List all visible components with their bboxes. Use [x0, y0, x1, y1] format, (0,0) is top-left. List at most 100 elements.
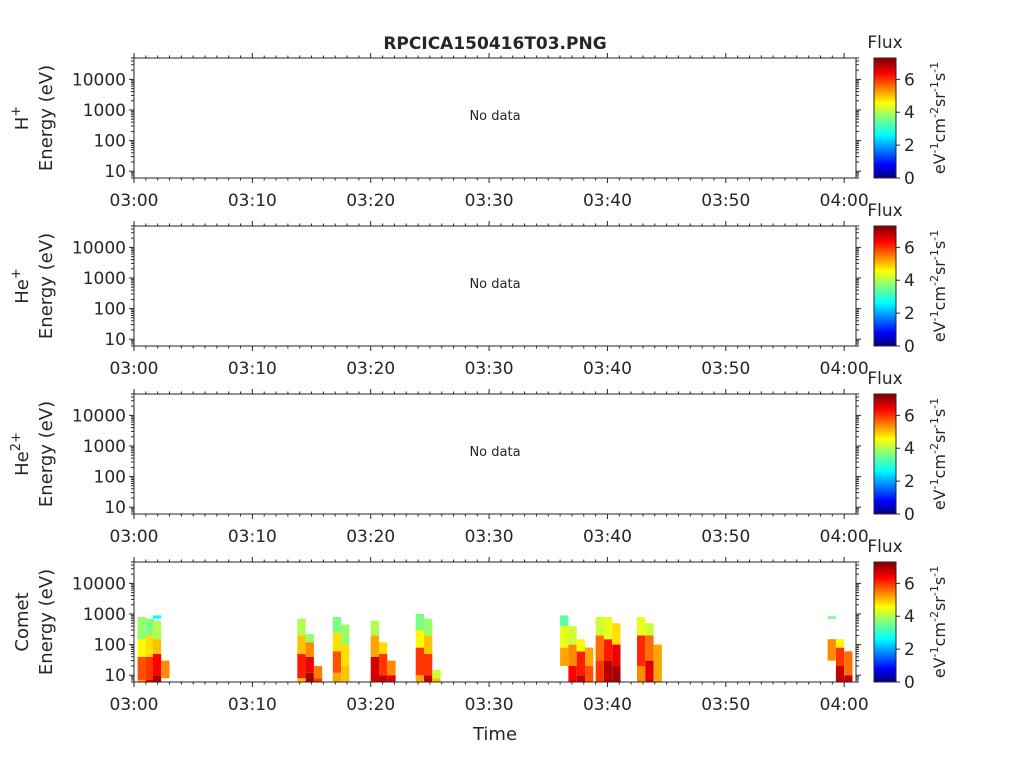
x-tick-label: 03:10 [228, 527, 277, 547]
x-tick-label: 03:00 [110, 527, 159, 547]
flux-cell [835, 666, 845, 682]
species-name: He [12, 451, 33, 476]
flux-cell [379, 675, 388, 682]
colorbar-gradient [873, 225, 897, 347]
species-name: H [12, 117, 33, 131]
species-name: Comet [12, 592, 33, 651]
colorbar-tick-label: 2 [904, 640, 915, 660]
colorbar-tick-label: 4 [904, 271, 915, 291]
flux-cell [835, 647, 845, 666]
species-charge: 2+ [9, 432, 24, 451]
x-tick-label: 03:20 [346, 191, 395, 211]
species-label: He2+ [9, 432, 33, 476]
flux-cell [612, 623, 621, 645]
panel-1: 10 100 1000 10000 03:00 03:10 03:20 03:30 03:40 0… [9, 33, 949, 211]
x-tick-label: 03:00 [110, 359, 159, 379]
unit-base: eV [930, 657, 949, 678]
x-tick-label: 03:10 [228, 695, 277, 715]
unit-exponent: -2 [928, 275, 941, 286]
flux-cell [424, 635, 433, 654]
species-label: H+ [9, 106, 33, 130]
unit-base: cm [930, 118, 949, 142]
y-tick-label: 10000 [72, 406, 126, 426]
plot-frame [133, 225, 857, 347]
unit-exponent: -2 [928, 611, 941, 622]
y-tick-label: 1000 [83, 101, 126, 121]
unit-base: cm [930, 622, 949, 646]
flux-cell [341, 624, 350, 645]
flux-cell [844, 651, 853, 676]
flux-cell [595, 635, 604, 661]
x-tick-label: 04:00 [820, 695, 869, 715]
colorbar-tick-label: 6 [904, 574, 915, 594]
flux-cell [585, 666, 594, 682]
colorbar-unit: eV-1cm-2sr-1s-1 [928, 566, 949, 678]
unit-base: s [930, 409, 949, 417]
flux-cell [415, 630, 424, 648]
flux-cell [576, 639, 585, 652]
x-tick-label: 03:40 [583, 359, 632, 379]
x-axis-label: Time [472, 724, 517, 745]
flux-cell [370, 656, 379, 682]
flux-cell [827, 639, 836, 661]
flux-cell [576, 675, 585, 682]
unit-base: cm [930, 286, 949, 310]
flux-cell [645, 660, 654, 682]
flux-cell [152, 675, 162, 682]
no-data-label: No data [469, 445, 520, 460]
panel-4: 10 100 1000 10000 03:00 03:10 03:20 03:30 03:40 0… [12, 537, 949, 715]
colorbar-tick-label: 2 [904, 136, 915, 156]
unit-exponent: -1 [928, 249, 941, 260]
unit-base: eV [930, 153, 949, 174]
flux-cell [137, 617, 146, 640]
unit-base: s [930, 241, 949, 249]
unit-base: sr [930, 428, 949, 443]
flux-cell [145, 680, 155, 682]
flux-cell [152, 620, 162, 640]
colorbar-gradient [873, 57, 897, 179]
unit-base: sr [930, 260, 949, 275]
x-tick-label: 03:10 [228, 191, 277, 211]
y-tick-label: 10000 [72, 70, 126, 90]
colorbar-unit: eV-1cm-2sr-1s-1 [928, 62, 949, 174]
colorbar-title: Flux [867, 33, 902, 53]
colorbar-tick-label: 6 [904, 70, 915, 90]
flux-cell [603, 639, 613, 661]
flux-cell [637, 617, 646, 636]
y-tick-label: 1000 [83, 437, 126, 457]
flux-cell [332, 651, 342, 673]
panel-3: 10 100 1000 10000 03:00 03:10 03:20 03:30 03:40 0… [9, 369, 949, 547]
unit-exponent: -2 [928, 107, 941, 118]
energy-axis-label: Energy (eV) [36, 401, 57, 507]
colorbar-tick-label: 0 [904, 169, 915, 189]
energy-axis-label: Energy (eV) [36, 569, 57, 675]
colorbar-tick-label: 4 [904, 103, 915, 123]
flux-cell [424, 618, 433, 636]
flux-cell [415, 675, 424, 682]
y-tick-label: 100 [94, 300, 126, 320]
species-label: Comet [12, 592, 33, 651]
x-tick-label: 03:50 [701, 359, 750, 379]
flux-cell [568, 626, 577, 645]
flux-cell [297, 678, 306, 682]
x-tick-label: 03:40 [583, 191, 632, 211]
flux-cell [645, 635, 654, 661]
y-tick-label: 10000 [72, 238, 126, 258]
colorbar-tick-label: 2 [904, 304, 915, 324]
colorbar-unit: eV-1cm-2sr-1s-1 [928, 230, 949, 342]
flux-cell [612, 644, 621, 666]
flux-cell [137, 656, 146, 680]
flux-cell [379, 653, 388, 676]
unit-exponent: -1 [928, 81, 941, 92]
flux-cell [387, 660, 396, 676]
unit-base: eV [930, 489, 949, 510]
flux-cell [332, 617, 342, 633]
unit-exponent: -1 [928, 142, 941, 153]
unit-exponent: -1 [928, 646, 941, 657]
flux-cell [297, 618, 306, 636]
flux-cell [332, 672, 342, 682]
unit-exponent: -1 [928, 585, 941, 596]
